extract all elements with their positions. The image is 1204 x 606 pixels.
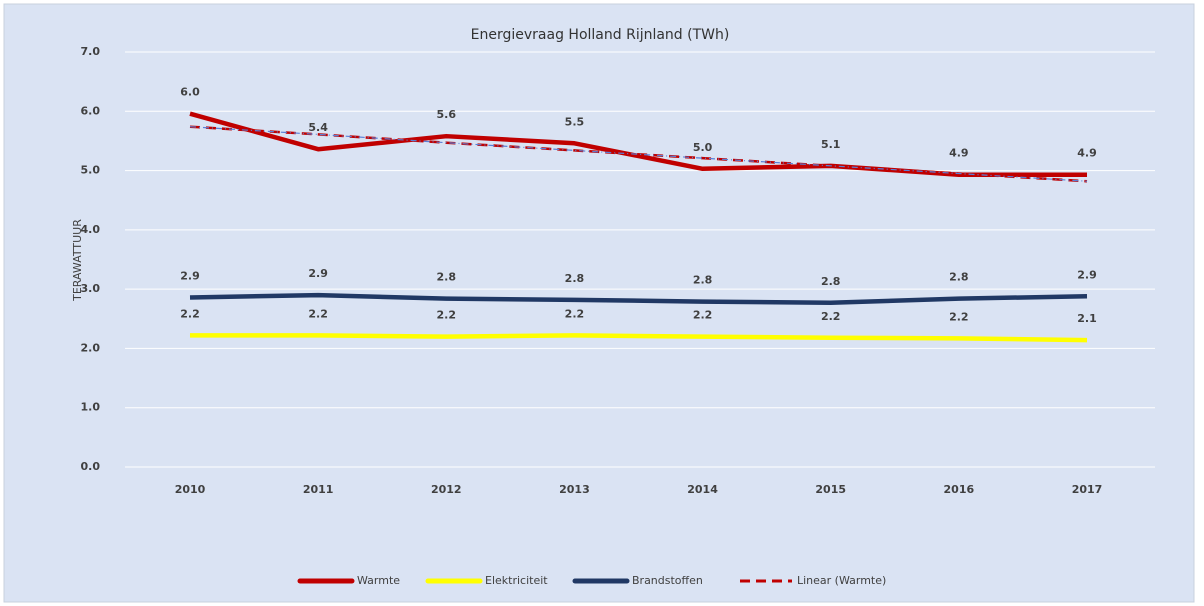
data-label: 4.9 [949,147,969,160]
chart-area [3,3,1195,603]
legend-label: Elektriciteit [485,574,548,587]
x-tick-label: 2012 [431,483,462,496]
data-label: 2.2 [565,307,585,320]
y-axis-label: TERAWATTUUR [71,219,84,302]
y-tick-label: 0.0 [81,460,101,473]
data-label: 5.6 [437,108,457,121]
y-tick-label: 3.0 [81,282,101,295]
x-tick-label: 2015 [815,483,846,496]
data-label: 2.8 [437,271,457,284]
x-tick-label: 2013 [559,483,590,496]
chart-title: Energievraag Holland Rijnland (TWh) [471,27,730,43]
data-label: 6.0 [180,86,200,99]
data-label: 5.5 [565,115,585,128]
data-label: 2.8 [693,274,713,287]
legend-label: Brandstoffen [632,574,703,587]
series-line [189,292,1088,306]
y-tick-label: 6.0 [81,104,101,117]
y-tick-label: 2.0 [81,341,101,354]
data-label: 5.4 [308,121,328,134]
y-tick-label: 5.0 [81,164,101,177]
data-label: 2.8 [821,275,841,288]
data-label: 2.2 [949,310,969,323]
x-tick-label: 2010 [175,483,206,496]
data-label: 5.1 [821,138,841,151]
data-label: 2.2 [821,310,841,323]
data-label: 2.2 [180,307,200,320]
data-label: 2.2 [437,309,457,322]
data-label: 2.9 [308,267,328,280]
y-tick-label: 7.0 [81,45,101,58]
x-tick-label: 2011 [303,483,334,496]
data-label: 2.8 [565,272,585,285]
data-label: 2.1 [1077,312,1097,325]
legend-label: Warmte [357,574,400,587]
x-tick-label: 2017 [1072,483,1103,496]
x-tick-label: 2016 [944,483,975,496]
y-tick-label: 1.0 [81,401,101,414]
x-tick-label: 2014 [687,483,718,496]
data-label: 2.8 [949,271,969,284]
data-label: 2.9 [1077,268,1097,281]
legend-label: Linear (Warmte) [797,574,886,587]
trend-line [189,125,1088,183]
data-label: 5.0 [693,141,713,154]
y-tick-label: 4.0 [81,223,101,236]
data-label: 2.2 [693,309,713,322]
data-label: 4.9 [1077,147,1097,160]
data-label: 2.9 [180,269,200,282]
series-line [189,111,1087,177]
data-label: 2.2 [308,307,328,320]
series-line [190,333,1088,343]
